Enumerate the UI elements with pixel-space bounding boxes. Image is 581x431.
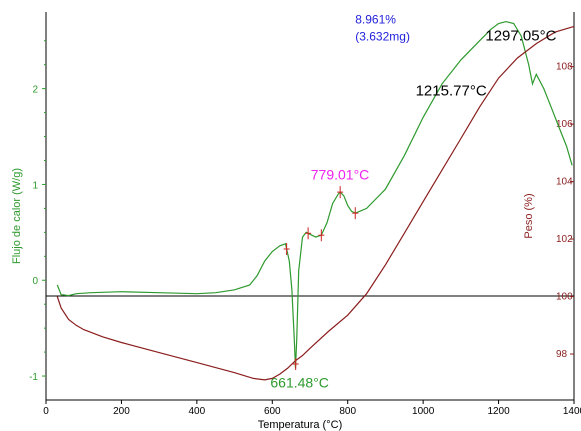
- y-left-tick-label: -1: [29, 372, 38, 383]
- annotation-layer: 8.961% (3.632mg) 1297.05°C 1215.77°C 779.01°…: [270, 12, 556, 390]
- x-tick-label: 1200: [487, 406, 510, 417]
- x-axis-ticks: 0 200 400 600 800 1000 1200 1400: [43, 400, 581, 417]
- y-right-axis-ticks: 98 100 102 104 106 108: [556, 62, 574, 360]
- y-right-tick-label: 100: [556, 292, 573, 303]
- marker-layer: [283, 186, 359, 371]
- y-right-tick-label: 104: [556, 177, 573, 188]
- x-tick-label: 1000: [412, 406, 435, 417]
- y-left-tick-label: 0: [32, 276, 38, 287]
- y-right-tick-label: 106: [556, 119, 573, 130]
- plot-frame: [45, 12, 575, 401]
- annotation-label: 8.961%: [355, 12, 396, 26]
- y-right-axis-title: Peso (%): [523, 193, 535, 238]
- y-right-tick-label: 108: [556, 62, 573, 73]
- x-axis-title: Temperatura (°C): [258, 419, 342, 431]
- y-right-tick-label: 102: [556, 234, 573, 245]
- annotation-label: 1297.05°C: [485, 28, 556, 45]
- y-right-tick-label: 98: [556, 349, 568, 360]
- x-tick-label: 600: [264, 406, 281, 417]
- annotation-label: 661.48°C: [270, 375, 329, 391]
- y-left-tick-label: 1: [32, 180, 38, 191]
- x-tick-label: 200: [113, 406, 130, 417]
- x-tick-label: 0: [43, 406, 49, 417]
- y-left-tick-label: 2: [32, 85, 38, 96]
- x-tick-label: 400: [189, 406, 206, 417]
- weight-series-line: [56, 25, 575, 381]
- series-layer: [56, 20, 575, 381]
- heat-flow-series-line: [56, 20, 573, 369]
- annotation-label: 779.01°C: [311, 167, 370, 183]
- annotation-label: 1215.77°C: [416, 82, 487, 99]
- x-tick-label: 1400: [563, 406, 581, 417]
- y-left-axis-title: Flujo de calor (W/g): [11, 168, 23, 264]
- annotation-label: (3.632mg): [355, 30, 410, 44]
- x-tick-label: 800: [339, 406, 356, 417]
- y-left-axis-ticks: -1 0 1 2: [29, 40, 46, 383]
